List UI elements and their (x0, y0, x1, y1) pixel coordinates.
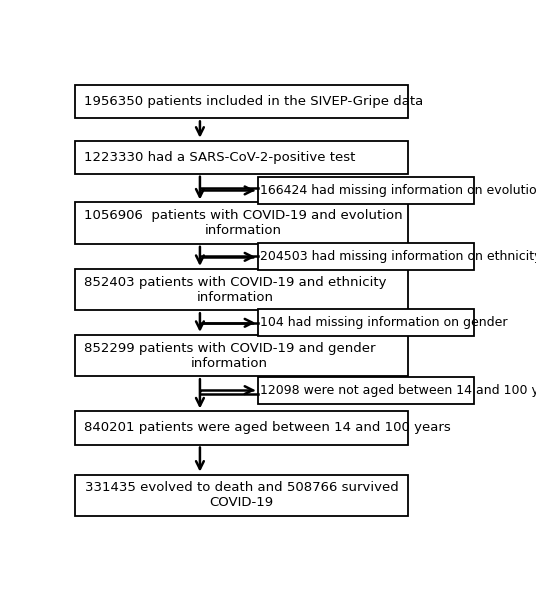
FancyBboxPatch shape (75, 269, 408, 310)
Text: 852299 patients with COVID-19 and gender
information: 852299 patients with COVID-19 and gender… (84, 341, 375, 370)
Text: 166424 had missing information on evolution: 166424 had missing information on evolut… (260, 184, 536, 197)
FancyBboxPatch shape (75, 335, 408, 376)
FancyBboxPatch shape (75, 141, 408, 174)
Text: 1956350 patients included in the SIVEP-Gripe data: 1956350 patients included in the SIVEP-G… (84, 95, 423, 108)
Text: 12098 were not aged between 14 and 100 years old: 12098 were not aged between 14 and 100 y… (260, 383, 536, 397)
FancyBboxPatch shape (75, 474, 408, 516)
FancyBboxPatch shape (258, 310, 474, 336)
FancyBboxPatch shape (258, 243, 474, 270)
Text: 331435 evolved to death and 508766 survived
COVID-19: 331435 evolved to death and 508766 survi… (85, 481, 398, 509)
FancyBboxPatch shape (258, 377, 474, 404)
Text: 204503 had missing information on ethnicity: 204503 had missing information on ethnic… (260, 250, 536, 264)
FancyBboxPatch shape (75, 412, 408, 444)
Text: 104 had missing information on gender: 104 had missing information on gender (260, 316, 508, 329)
FancyBboxPatch shape (75, 85, 408, 119)
FancyBboxPatch shape (258, 177, 474, 204)
Text: 852403 patients with COVID-19 and ethnicity
information: 852403 patients with COVID-19 and ethnic… (84, 276, 386, 304)
FancyBboxPatch shape (75, 202, 408, 244)
Text: 1223330 had a SARS-CoV-2-positive test: 1223330 had a SARS-CoV-2-positive test (84, 151, 355, 164)
Text: 840201 patients were aged between 14 and 100 years: 840201 patients were aged between 14 and… (84, 422, 450, 434)
Text: 1056906  patients with COVID-19 and evolution
information: 1056906 patients with COVID-19 and evolu… (84, 209, 402, 237)
